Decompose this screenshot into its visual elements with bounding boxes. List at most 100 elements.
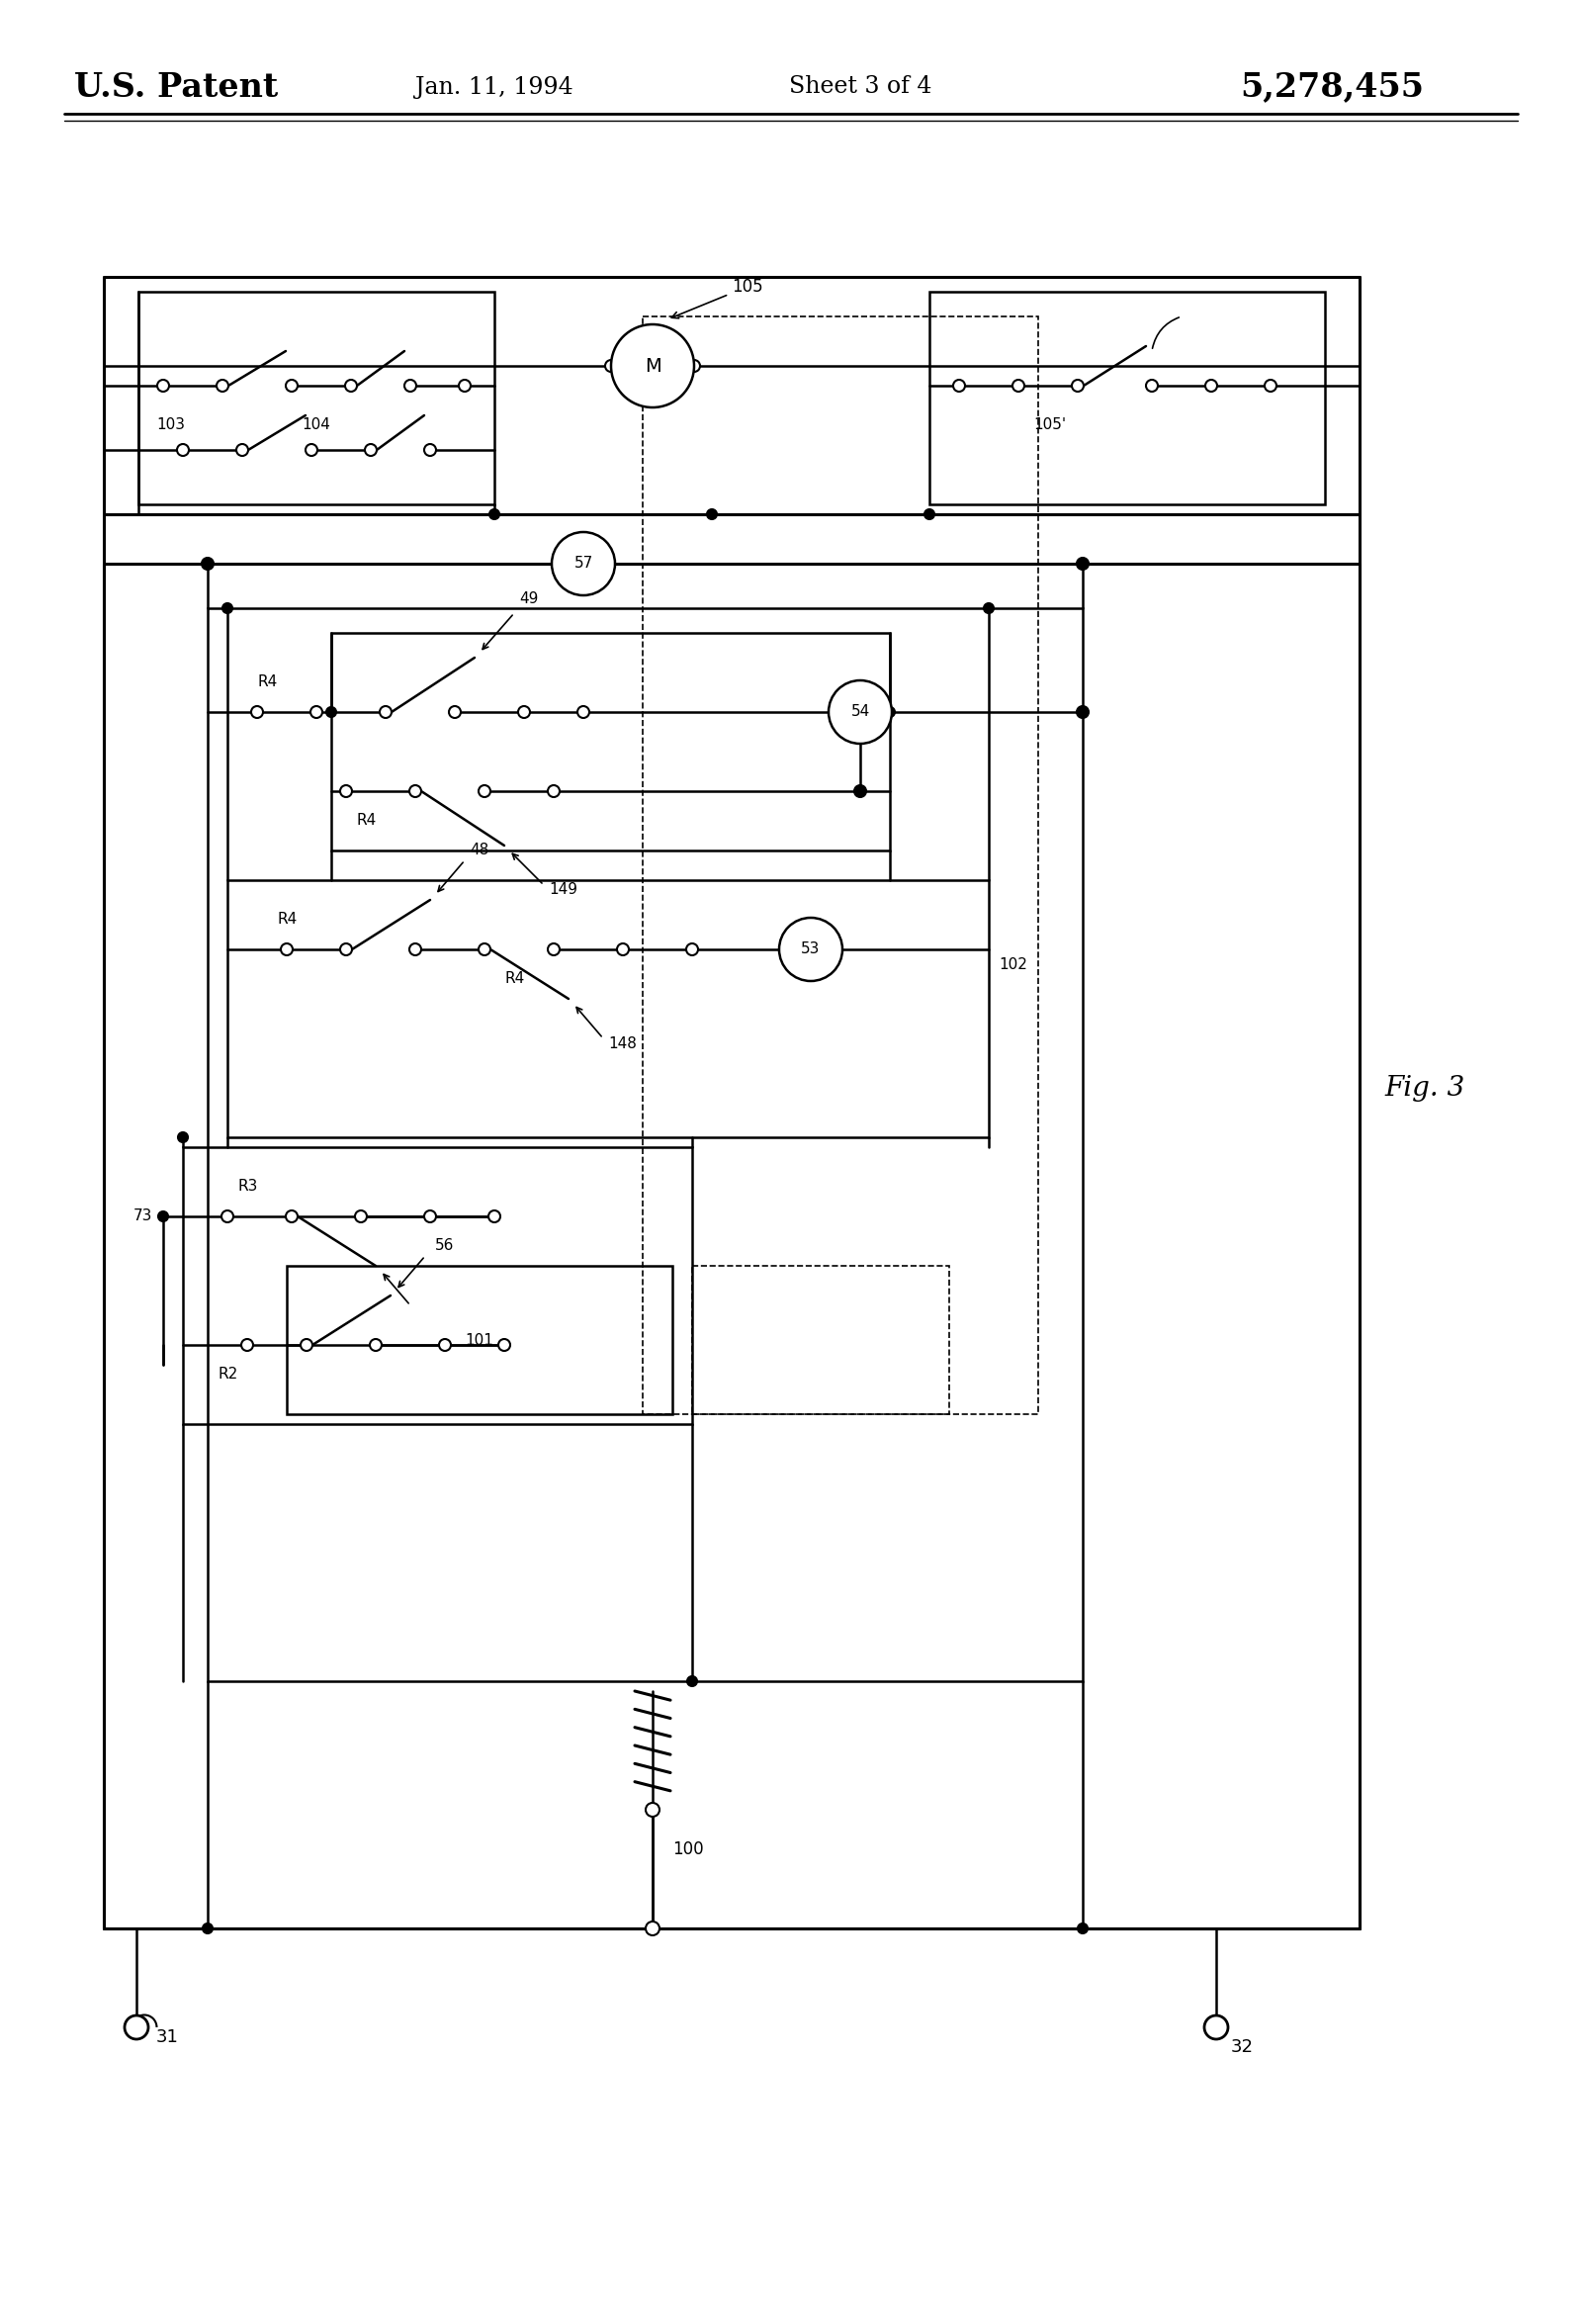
Circle shape — [221, 1211, 234, 1222]
Text: 100: 100 — [672, 1841, 704, 1859]
Text: 149: 149 — [549, 883, 577, 897]
Circle shape — [687, 944, 698, 955]
Text: Sheet 3 of 4: Sheet 3 of 4 — [789, 77, 932, 98]
Bar — [642, 316, 1038, 1415]
Circle shape — [440, 1339, 451, 1350]
Text: 101: 101 — [465, 1332, 494, 1348]
Circle shape — [424, 1211, 437, 1222]
Circle shape — [240, 1339, 253, 1350]
Circle shape — [282, 944, 293, 955]
Text: R4: R4 — [356, 813, 377, 827]
Text: R4: R4 — [277, 913, 297, 927]
Text: Fig. 3: Fig. 3 — [1384, 1074, 1465, 1102]
Circle shape — [202, 1924, 212, 1934]
Text: 49: 49 — [519, 590, 538, 607]
Circle shape — [410, 786, 421, 797]
Circle shape — [1077, 1924, 1088, 1934]
Circle shape — [478, 944, 490, 955]
Circle shape — [547, 786, 560, 797]
Circle shape — [365, 444, 377, 456]
Text: 104: 104 — [302, 418, 331, 432]
Circle shape — [519, 706, 530, 718]
Circle shape — [345, 379, 358, 393]
Circle shape — [884, 706, 895, 718]
Circle shape — [125, 2015, 149, 2038]
Circle shape — [202, 558, 214, 569]
Circle shape — [310, 706, 323, 718]
Circle shape — [177, 444, 188, 456]
Text: 148: 148 — [607, 1037, 636, 1050]
Circle shape — [157, 379, 169, 393]
Circle shape — [778, 918, 842, 981]
Circle shape — [380, 706, 392, 718]
Circle shape — [286, 379, 297, 393]
Circle shape — [286, 1211, 297, 1222]
Bar — [207, 609, 1082, 1680]
Circle shape — [577, 706, 589, 718]
Text: 73: 73 — [133, 1208, 152, 1225]
Circle shape — [340, 944, 351, 955]
Text: Jan. 11, 1994: Jan. 11, 1994 — [416, 77, 573, 98]
Circle shape — [326, 706, 335, 718]
Circle shape — [829, 681, 892, 744]
Circle shape — [354, 1211, 367, 1222]
Text: 102: 102 — [998, 957, 1027, 971]
Text: 56: 56 — [435, 1239, 454, 1253]
Bar — [331, 632, 889, 851]
Text: 105': 105' — [1033, 418, 1066, 432]
Circle shape — [370, 1339, 381, 1350]
Circle shape — [489, 1211, 500, 1222]
Text: R2: R2 — [218, 1367, 237, 1383]
Circle shape — [1145, 379, 1158, 393]
Circle shape — [604, 360, 617, 372]
Circle shape — [424, 444, 437, 456]
Circle shape — [952, 379, 965, 393]
Bar — [693, 1267, 949, 1415]
Circle shape — [498, 1339, 509, 1350]
Text: 48: 48 — [470, 844, 489, 858]
Text: U.S. Patent: U.S. Patent — [74, 70, 278, 102]
Text: 105: 105 — [672, 279, 763, 318]
Circle shape — [645, 1922, 660, 1936]
Circle shape — [449, 706, 460, 718]
Bar — [930, 293, 1326, 504]
Circle shape — [1073, 379, 1084, 393]
Text: M: M — [644, 356, 661, 374]
Circle shape — [405, 379, 416, 393]
Circle shape — [340, 786, 351, 797]
Text: R4: R4 — [505, 971, 524, 985]
Bar — [228, 881, 989, 1136]
Text: R3: R3 — [237, 1178, 258, 1195]
Circle shape — [1012, 379, 1025, 393]
Circle shape — [1205, 379, 1217, 393]
Circle shape — [252, 706, 263, 718]
Circle shape — [552, 532, 615, 595]
Circle shape — [489, 509, 500, 518]
Text: 57: 57 — [574, 555, 593, 572]
Bar — [286, 1267, 672, 1415]
Circle shape — [688, 360, 699, 372]
Circle shape — [854, 786, 867, 797]
Circle shape — [158, 1211, 168, 1222]
Text: 103: 103 — [157, 418, 185, 432]
Circle shape — [924, 509, 935, 518]
Circle shape — [217, 379, 228, 393]
Circle shape — [459, 379, 471, 393]
Circle shape — [687, 1676, 698, 1687]
Circle shape — [611, 325, 694, 407]
Circle shape — [1077, 558, 1088, 569]
Bar — [184, 1148, 693, 1425]
Circle shape — [223, 604, 233, 614]
Circle shape — [617, 944, 630, 955]
Bar — [139, 293, 494, 504]
Text: 54: 54 — [851, 704, 870, 720]
Text: 32: 32 — [1231, 2038, 1253, 2057]
Circle shape — [707, 509, 717, 518]
Circle shape — [301, 1339, 313, 1350]
Circle shape — [305, 444, 318, 456]
Circle shape — [478, 786, 490, 797]
Circle shape — [645, 1803, 660, 1817]
Text: R4: R4 — [256, 674, 277, 690]
Circle shape — [547, 944, 560, 955]
Text: 53: 53 — [800, 941, 821, 957]
